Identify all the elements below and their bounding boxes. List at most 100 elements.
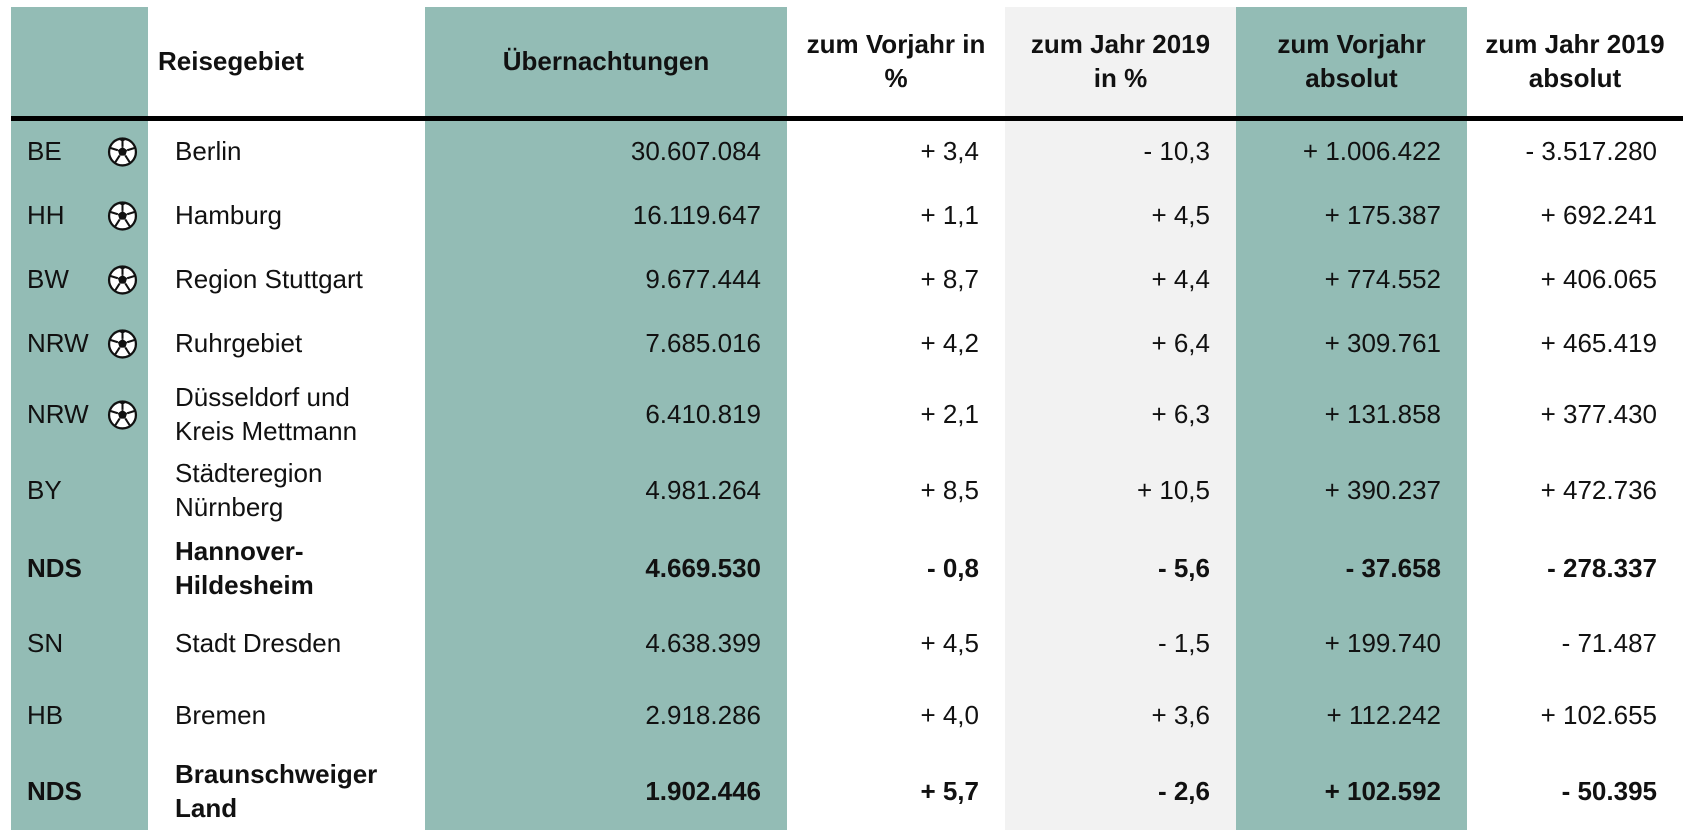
cell-text: + 774.552 <box>1324 263 1441 294</box>
cell-text: + 102.655 <box>1540 700 1657 731</box>
change-2019-pct: + 4,4 <box>1005 247 1236 312</box>
cell-text: + 1.006.422 <box>1302 136 1441 167</box>
cell-text: + 8,5 <box>920 475 979 506</box>
cell-text: - 1,5 <box>1157 628 1210 659</box>
cell-text: - 37.658 <box>1345 553 1441 584</box>
cell-text: + 10,5 <box>1136 475 1210 506</box>
cell-text: + 5,7 <box>920 775 979 806</box>
region-name: Hamburg <box>148 183 425 248</box>
change-2019-pct: + 4,5 <box>1005 183 1236 248</box>
cell-text: + 4,5 <box>920 628 979 659</box>
change-prev-year-abs: + 175.387 <box>1236 183 1467 248</box>
change-prev-year-pct: + 2,1 <box>787 376 1005 454</box>
table-row: NDS Hannover-Hildesheim 4.669.530 - 0,8 - 5,… <box>11 528 1683 610</box>
state-code: NDS <box>11 753 148 830</box>
cell-text: - 5,6 <box>1157 553 1210 584</box>
cell-text: + 390.237 <box>1324 475 1441 506</box>
change-prev-year-pct: + 1,1 <box>787 183 1005 248</box>
region-name: Stadt Dresden <box>148 609 425 679</box>
cell-text: Region Stuttgart <box>175 263 363 294</box>
table-row: NRW Düsseldorf und Kreis Mettmann 6.410.81… <box>11 376 1683 454</box>
change-2019-abs: + 406.065 <box>1467 247 1683 312</box>
cell-text: + 692.241 <box>1540 199 1657 230</box>
cell-text: - 0,8 <box>926 553 979 584</box>
cell-text: BY <box>27 475 62 506</box>
table-body: BE Berlin 30.607.084 + 3,4 - 10,3 + 1.006.422… <box>11 118 1683 830</box>
cell-text: - 50.395 <box>1561 775 1657 806</box>
table-row: HB Bremen 2.918.286 + 4,0 + 3,6 + 112.242 + 10… <box>11 678 1683 754</box>
table: Reisegebiet Übernachtungen zum Vorjahr i… <box>11 7 1683 830</box>
cell-text: - 10,3 <box>1143 136 1211 167</box>
cell-text: + 3,6 <box>1151 700 1210 731</box>
football-icon <box>107 200 138 231</box>
cell-text: BW <box>27 263 69 294</box>
football-icon <box>107 329 138 360</box>
cell-text: + 377.430 <box>1540 399 1657 430</box>
header-cell: zum Jahr 2019 absolut <box>1467 7 1683 121</box>
cell-text: BE <box>27 136 62 167</box>
state-code: NDS <box>11 528 148 610</box>
cell-text: + 131.858 <box>1324 399 1441 430</box>
cell-text: Braunschweiger Land <box>175 758 378 823</box>
region-name: Region Stuttgart <box>148 247 425 312</box>
change-2019-pct: - 5,6 <box>1005 528 1236 610</box>
cell-text: - 3.517.280 <box>1525 136 1657 167</box>
cell-text: 16.119.647 <box>632 199 761 230</box>
table-row: BE Berlin 30.607.084 + 3,4 - 10,3 + 1.006.422… <box>11 118 1683 184</box>
cell-text: 6.410.819 <box>645 399 761 430</box>
table-row: BY Städteregion Nürnberg 4.981.264 + 8,5 + 1… <box>11 453 1683 529</box>
cell-text: Düsseldorf und Kreis Mettmann <box>175 382 358 446</box>
change-2019-abs: - 71.487 <box>1467 609 1683 679</box>
cell-text: - 2,6 <box>1157 775 1210 806</box>
state-code: HH <box>11 183 148 248</box>
state-code: NRW <box>11 311 148 377</box>
table-row: NDS Braunschweiger Land 1.902.446 + 5,7 - 2,… <box>11 753 1683 830</box>
change-2019-abs: + 465.419 <box>1467 311 1683 377</box>
cell-text: NDS <box>27 775 82 806</box>
overnight-stays: 16.119.647 <box>425 183 787 248</box>
overnight-stays: 6.410.819 <box>425 376 787 454</box>
overnight-stays: 30.607.084 <box>425 118 787 184</box>
cell-text: + 4,2 <box>920 328 979 359</box>
change-prev-year-abs: + 774.552 <box>1236 247 1467 312</box>
region-name: Berlin <box>148 118 425 184</box>
state-code: SN <box>11 609 148 679</box>
change-prev-year-pct: + 4,2 <box>787 311 1005 377</box>
region-name: Ruhrgebiet <box>148 311 425 377</box>
change-2019-abs: - 3.517.280 <box>1467 118 1683 184</box>
change-prev-year-pct: + 4,5 <box>787 609 1005 679</box>
cell-text: 4.638.399 <box>645 628 761 659</box>
header-cell: zum Jahr 2019 in % <box>1005 7 1236 121</box>
cell-text: NRW <box>27 328 89 359</box>
change-prev-year-pct: + 3,4 <box>787 118 1005 184</box>
state-code: BY <box>11 453 148 529</box>
cell-text: + 4,5 <box>1151 199 1210 230</box>
change-prev-year-abs: + 112.242 <box>1236 678 1467 754</box>
change-prev-year-abs: + 131.858 <box>1236 376 1467 454</box>
table-row: BW Region Stuttgart 9.677.444 + 8,7 + 4,4 + 7… <box>11 247 1683 312</box>
cell-text: + 465.419 <box>1540 328 1657 359</box>
cell-text: + 406.065 <box>1540 263 1657 294</box>
change-2019-pct: - 1,5 <box>1005 609 1236 679</box>
header-cell <box>11 7 148 121</box>
region-name: Städteregion Nürnberg <box>148 453 425 529</box>
cell-text: + 2,1 <box>920 399 979 430</box>
cell-text: HB <box>27 700 64 731</box>
change-2019-pct: + 6,3 <box>1005 376 1236 454</box>
overnight-stays: 7.685.016 <box>425 311 787 377</box>
region-name: Hannover-Hildesheim <box>148 528 425 610</box>
change-prev-year-pct: + 5,7 <box>787 753 1005 830</box>
change-2019-abs: - 50.395 <box>1467 753 1683 830</box>
cell-text: + 175.387 <box>1324 199 1441 230</box>
change-2019-abs: + 472.736 <box>1467 453 1683 529</box>
overnight-stays: 2.918.286 <box>425 678 787 754</box>
change-2019-abs: + 377.430 <box>1467 376 1683 454</box>
change-prev-year-pct: - 0,8 <box>787 528 1005 610</box>
cell-text: + 1,1 <box>920 199 979 230</box>
header-cell: Übernachtungen <box>425 7 787 121</box>
state-code: HB <box>11 678 148 754</box>
cell-text: + 112.242 <box>1326 700 1441 731</box>
cell-text: + 309.761 <box>1324 328 1441 359</box>
cell-text: 4.669.530 <box>645 553 761 584</box>
